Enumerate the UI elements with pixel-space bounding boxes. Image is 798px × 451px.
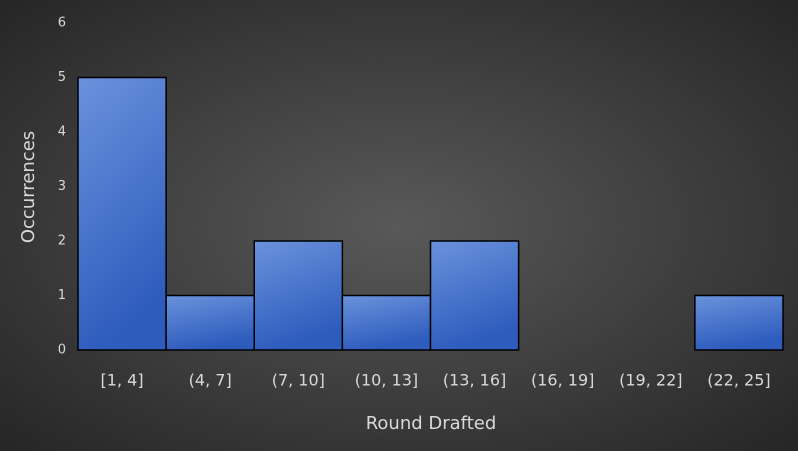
bar bbox=[77, 76, 167, 351]
y-tick-label: 5 bbox=[58, 70, 66, 85]
x-tick-label: (10, 13] bbox=[355, 371, 418, 390]
x-tick-label: (22, 25] bbox=[707, 371, 770, 390]
y-tick-label: 2 bbox=[58, 234, 66, 249]
y-tick-label: 3 bbox=[58, 179, 66, 194]
y-tick-label: 6 bbox=[58, 16, 66, 31]
bar bbox=[429, 240, 520, 351]
y-axis-title: Occurrences bbox=[18, 131, 39, 243]
y-tick-label: 4 bbox=[58, 125, 66, 140]
y-tick-label: 0 bbox=[58, 343, 66, 358]
x-tick-label: (13, 16] bbox=[443, 371, 506, 390]
x-tick-label: (7, 10] bbox=[272, 371, 325, 390]
x-tick-label: (16, 19] bbox=[531, 371, 594, 390]
bar bbox=[253, 240, 344, 351]
x-tick-label: (4, 7] bbox=[189, 371, 232, 390]
bar bbox=[165, 294, 255, 351]
bar bbox=[694, 294, 784, 351]
bar bbox=[341, 294, 432, 351]
x-axis-title: Round Drafted bbox=[366, 413, 497, 434]
x-tick-label: [1, 4] bbox=[101, 371, 144, 390]
y-tick-label: 1 bbox=[58, 288, 66, 303]
x-tick-label: (19, 22] bbox=[619, 371, 682, 390]
